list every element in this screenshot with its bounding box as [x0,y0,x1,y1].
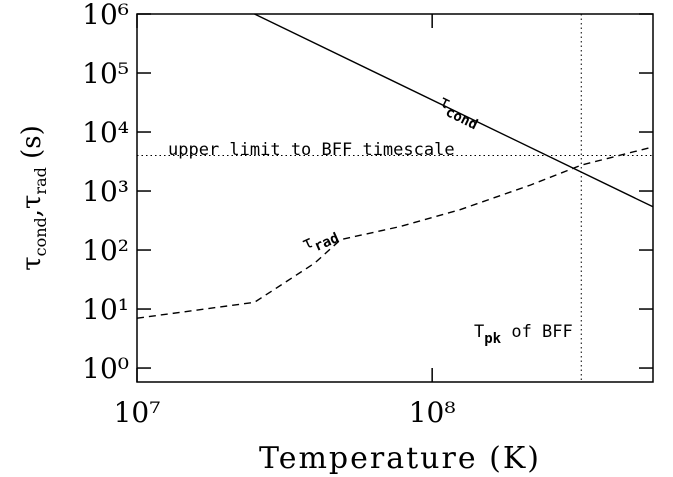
annotation-sub: pk [484,331,501,347]
y-tick-label: 10⁶ [82,0,129,31]
y-label-part: τ [17,256,47,270]
y-tick-label: 10⁰ [82,352,129,385]
y-tick-label: 10⁵ [82,57,129,90]
annotation-text: upper limit to BFF timescale [168,140,455,160]
y-tick-label: 10⁴ [82,116,129,149]
annotation: upper limit to BFF timescale [168,140,455,160]
annotation: τrad [299,222,342,259]
y-label-part: ,τ [17,195,47,218]
annotation-text: of BFF [501,322,573,342]
y-tick-label: 10¹ [82,293,129,326]
y-label-part: (s) [17,125,47,167]
y-tick-label: 10³ [82,175,129,208]
y-label-sub: rad [31,167,50,194]
y-axis-label: τcond,τrad (s) [17,125,50,271]
annotation-sub: rad [312,230,342,255]
x-axis-label: Temperature (K) [259,441,541,476]
y-tick-label: 10² [82,234,129,267]
plot-frame [136,13,654,383]
annotation: τcond [434,92,484,134]
data-line [136,146,654,319]
y-label-sub: cond [31,217,50,256]
x-tick-label: 10⁷ [114,396,161,429]
annotation: Tpk of BFF [474,322,573,347]
annotation-text: T [474,322,484,342]
x-tick-label: 10⁸ [409,396,456,429]
annotation-sub: cond [443,104,480,133]
data-line [254,13,654,208]
